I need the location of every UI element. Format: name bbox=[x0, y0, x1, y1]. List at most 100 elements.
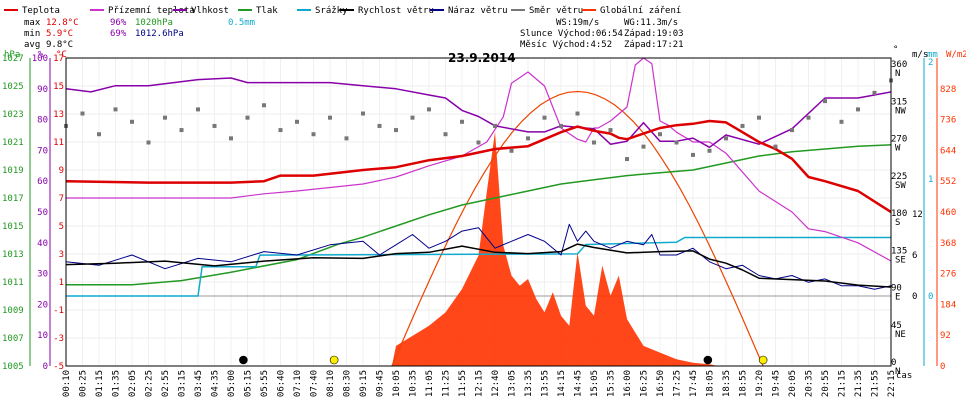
stats-max-label: max bbox=[24, 18, 41, 28]
wind-direction-point bbox=[740, 123, 745, 128]
stats-min-label: min bbox=[24, 29, 40, 39]
x-tick-label: 12:15 bbox=[475, 370, 485, 397]
axes: hPa1027102510231021101910171015101310111… bbox=[2, 45, 966, 397]
x-tick-label: 15:35 bbox=[607, 370, 617, 397]
hpa-tick-label: 1013 bbox=[2, 250, 24, 260]
theoretical-radiation-line bbox=[391, 90, 764, 367]
wind-direction-point bbox=[245, 115, 250, 120]
stats-min-temp: 5.9°C bbox=[46, 29, 73, 39]
dir-compass-label: W bbox=[895, 144, 901, 154]
humidity-line bbox=[65, 77, 892, 149]
wind-direction-point bbox=[130, 119, 134, 124]
x-tick-label: 01:35 bbox=[112, 370, 122, 397]
wind-direction-point bbox=[476, 140, 481, 145]
x-tick-label: 11:55 bbox=[458, 370, 468, 397]
wind-direction-point bbox=[410, 115, 415, 120]
x-tick-label: 06:40 bbox=[277, 370, 287, 397]
wind-speed-line bbox=[65, 243, 892, 288]
dir-tick-label: 90 bbox=[891, 284, 902, 294]
x-tick-label: 08:30 bbox=[343, 370, 353, 397]
x-tick-label: 07:10 bbox=[293, 370, 303, 397]
stats-block: max 12.8°C 96% 1020hPa 0.5mm min 5.9°C 6… bbox=[24, 18, 255, 50]
x-tick-label: 17:45 bbox=[689, 370, 699, 397]
dir-tick-label: 180 bbox=[891, 209, 907, 219]
hpa-tick-label: 1009 bbox=[2, 306, 24, 316]
x-tick-label: 16:00 bbox=[623, 370, 633, 397]
x-tick-label: 14:15 bbox=[557, 370, 567, 397]
x-tick-label: 05:00 bbox=[227, 370, 237, 397]
dir-tick-label: 315 bbox=[891, 97, 907, 107]
stats-avg-label: avg bbox=[24, 40, 40, 50]
dir-tick-label: 45 bbox=[891, 321, 902, 331]
wind-direction-point bbox=[823, 99, 827, 104]
x-tick-label: 13:05 bbox=[508, 370, 518, 397]
wind-direction-point bbox=[229, 136, 233, 141]
temperature-line bbox=[65, 119, 892, 214]
x-tick-label: 01:15 bbox=[95, 370, 105, 397]
wind-direction-point bbox=[773, 144, 778, 149]
ms-tick-label: 0 bbox=[912, 292, 917, 302]
moonset-marker bbox=[703, 355, 713, 365]
x-tick-label: 10:05 bbox=[392, 370, 402, 397]
legend-label-0: Teplota bbox=[22, 6, 60, 16]
x-tick-label: 18:35 bbox=[722, 370, 732, 397]
mm-tick-label: 1 bbox=[928, 175, 933, 185]
wind-direction-point bbox=[361, 111, 365, 116]
sunrise-marker bbox=[329, 355, 339, 365]
x-tick-label: 03:45 bbox=[194, 370, 204, 397]
wind-direction-point bbox=[493, 123, 497, 128]
pct-tick-label: 100 bbox=[32, 54, 48, 64]
wind-direction-point bbox=[460, 119, 464, 124]
precipitation-line bbox=[66, 236, 891, 297]
x-tick-label: 10:35 bbox=[409, 370, 419, 397]
hpa-tick-label: 1017 bbox=[2, 194, 24, 204]
pct-tick-label: 90 bbox=[37, 85, 48, 95]
x-tick-label: 11:05 bbox=[425, 370, 435, 397]
stats-avg-temp: 9.8°C bbox=[46, 40, 73, 50]
pressure-line bbox=[66, 144, 892, 286]
degc-tick-label: 11 bbox=[53, 138, 64, 148]
x-tick-label: 19:45 bbox=[772, 370, 782, 397]
wind-direction-point bbox=[526, 136, 530, 141]
degc-tick-label: 5 bbox=[59, 222, 64, 232]
stats-max-temp: 12.8°C bbox=[46, 18, 79, 28]
info-ws: WS:19m/s bbox=[556, 18, 599, 28]
dir-compass-label: NW bbox=[895, 106, 906, 116]
dir-tick-label: 360 bbox=[891, 60, 907, 70]
dir-compass-label: N bbox=[895, 367, 900, 377]
wind-direction-point bbox=[443, 132, 448, 137]
ground-temperature-line bbox=[66, 57, 892, 262]
wm2-tick-label: 460 bbox=[940, 208, 956, 218]
wind-direction-point bbox=[641, 144, 646, 149]
degc-tick-label: 3 bbox=[59, 250, 64, 260]
stats-max-press: 1020hPa bbox=[135, 18, 173, 28]
wind-direction-point bbox=[509, 148, 514, 153]
x-tick-label: 11:25 bbox=[442, 370, 452, 397]
pct-tick-label: 30 bbox=[37, 270, 48, 280]
dir-unit: ° bbox=[893, 45, 898, 55]
x-tick-label: 16:25 bbox=[640, 370, 650, 397]
wind-direction-point bbox=[724, 136, 728, 141]
wind-direction-point bbox=[278, 128, 283, 133]
series-layer bbox=[64, 57, 893, 367]
mm-tick-label: 2 bbox=[928, 58, 933, 68]
wind-direction-point bbox=[80, 111, 85, 116]
wind-direction-point bbox=[691, 152, 695, 157]
wind-direction-point bbox=[163, 115, 167, 120]
wind-gust-line bbox=[65, 223, 892, 290]
legend-label-6: Náraz větru bbox=[448, 6, 508, 16]
wind-direction-point bbox=[757, 115, 761, 120]
wind-direction-point bbox=[625, 157, 629, 162]
wind-direction-point bbox=[856, 107, 860, 112]
x-tick-label: 00:25 bbox=[79, 370, 89, 397]
dir-tick-label: 0 bbox=[891, 358, 896, 368]
pct-tick-label: 20 bbox=[37, 300, 48, 310]
wm2-tick-label: 92 bbox=[940, 331, 951, 341]
x-tick-label: 20:55 bbox=[821, 370, 831, 397]
stats-max-rain: 0.5mm bbox=[228, 18, 255, 28]
hpa-tick-label: 1021 bbox=[2, 138, 24, 148]
legend-label-8: Globální záření bbox=[600, 6, 681, 16]
hpa-tick-label: 1005 bbox=[2, 362, 24, 372]
info-sun-set: Západ:19:03 bbox=[624, 29, 684, 39]
